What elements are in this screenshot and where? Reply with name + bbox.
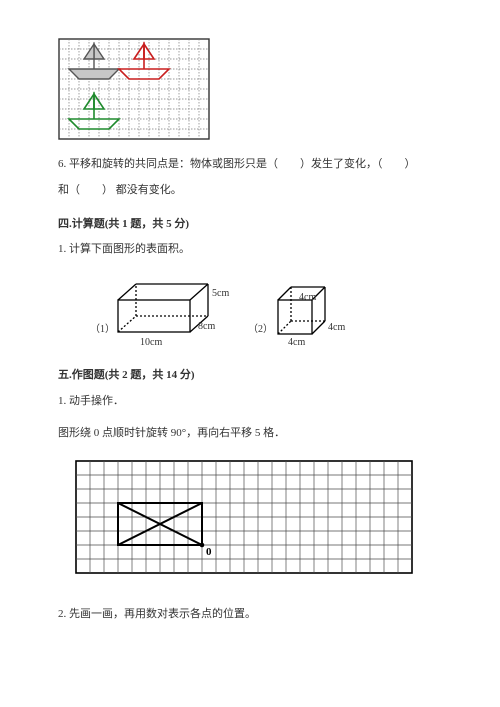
dim-8cm: 8cm [198, 321, 215, 332]
section5-q1: 1. 动手操作． [58, 392, 442, 412]
calc-figures: （1） 5cm 8cm 10cm （2） [78, 270, 442, 350]
q6-line2: 和（ ） 都没有变化。 [58, 181, 442, 201]
q6-line1: 6. 平移和旋转的共同点是：物体或图形只是（ ）发生了变化，（ ） [58, 155, 442, 175]
cube-4cm-bottom: 4cm [288, 337, 305, 348]
section5-instr: 图形绕 0 点顺时针旋转 90°，再向右平移 5 格． [58, 424, 442, 444]
cube-4cm-right: 4cm [328, 322, 345, 333]
section4-q1: 1. 计算下面图形的表面积。 [58, 240, 442, 260]
label-2: （2） [248, 323, 273, 335]
cuboid [118, 284, 208, 332]
dim-5cm: 5cm [212, 288, 229, 299]
point-o [200, 542, 205, 547]
label-o: 0 [206, 546, 212, 558]
drawing-grid-block: 0 [58, 460, 442, 588]
boats-svg [58, 38, 211, 141]
cuboid-cube-svg: （1） 5cm 8cm 10cm （2） [78, 270, 368, 350]
label-1: （1） [90, 323, 115, 335]
fig-boats [58, 38, 442, 141]
section5-q2: 2. 先画一画，再用数对表示各点的位置。 [58, 605, 442, 625]
section4-header: 四.计算题(共 1 题，共 5 分) [58, 215, 442, 235]
section5-header: 五.作图题(共 2 题，共 14 分) [58, 366, 442, 386]
dim-10cm: 10cm [140, 337, 162, 348]
cube-4cm-top: 4cm [299, 292, 316, 303]
drawing-grid-svg: 0 [75, 460, 425, 580]
